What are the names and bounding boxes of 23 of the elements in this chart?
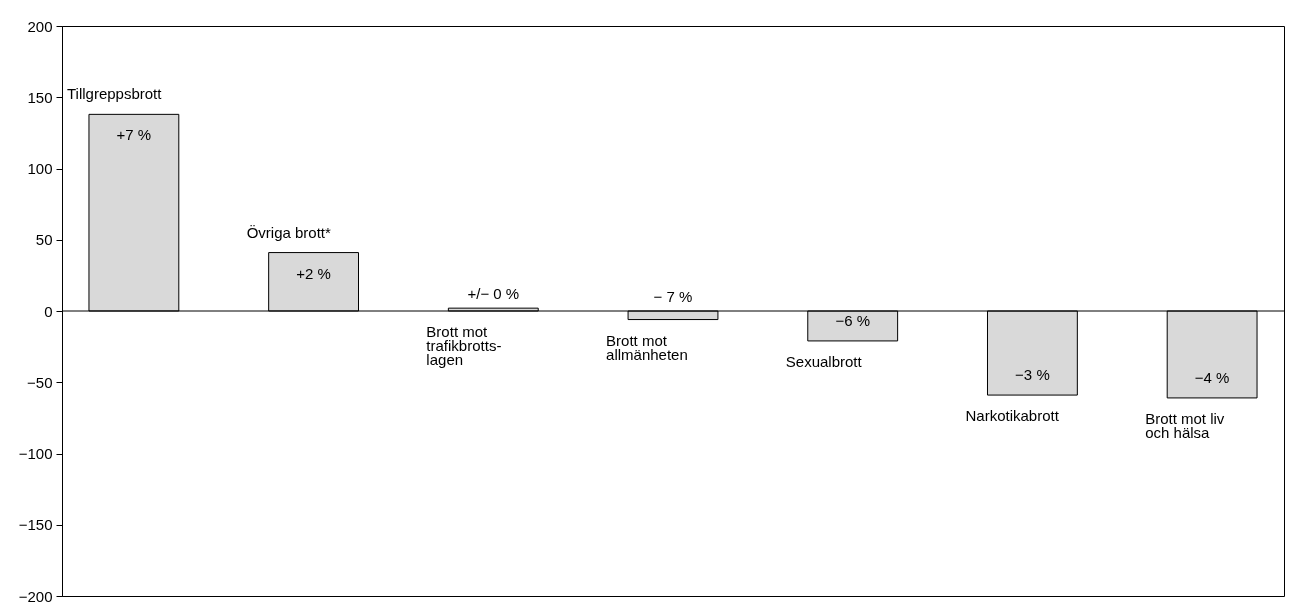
x-tick-label: Brott mot allmänheten xyxy=(606,331,688,363)
x-tick-label: Narkotikabrott xyxy=(965,407,1060,425)
annotation: −4 % xyxy=(1194,368,1230,386)
annotation: +7 % xyxy=(116,126,152,144)
y-tick-label: −100 xyxy=(18,445,53,462)
annotation: +/− 0 % xyxy=(467,285,520,303)
annotation: −3 % xyxy=(1015,366,1050,384)
y-tick-label: 100 xyxy=(27,160,53,177)
y-tick-label: −200 xyxy=(18,587,53,605)
x-tick-label: Sexualbrott xyxy=(785,352,863,370)
annotation: −6 % xyxy=(835,311,871,329)
y-tick-label: −50 xyxy=(27,373,53,391)
y-tick-label: 0 xyxy=(44,302,53,320)
y-tick-label: 200 xyxy=(27,17,53,35)
annotation: +2 % xyxy=(296,264,331,282)
y-tick-label: 50 xyxy=(35,231,53,249)
y-tick-label: −150 xyxy=(18,516,53,534)
x-tick-label: Brott mot liv och hälsa xyxy=(1145,409,1225,441)
y-tick-label: 150 xyxy=(27,88,53,106)
x-tick-label: Tillgreppsbrott xyxy=(66,85,163,103)
annotation: − 7 % xyxy=(653,288,693,305)
x-tick-label: Övriga brott* xyxy=(246,223,332,241)
x-tick-label: Brott mot trafikbrotts- lagen xyxy=(426,323,502,368)
